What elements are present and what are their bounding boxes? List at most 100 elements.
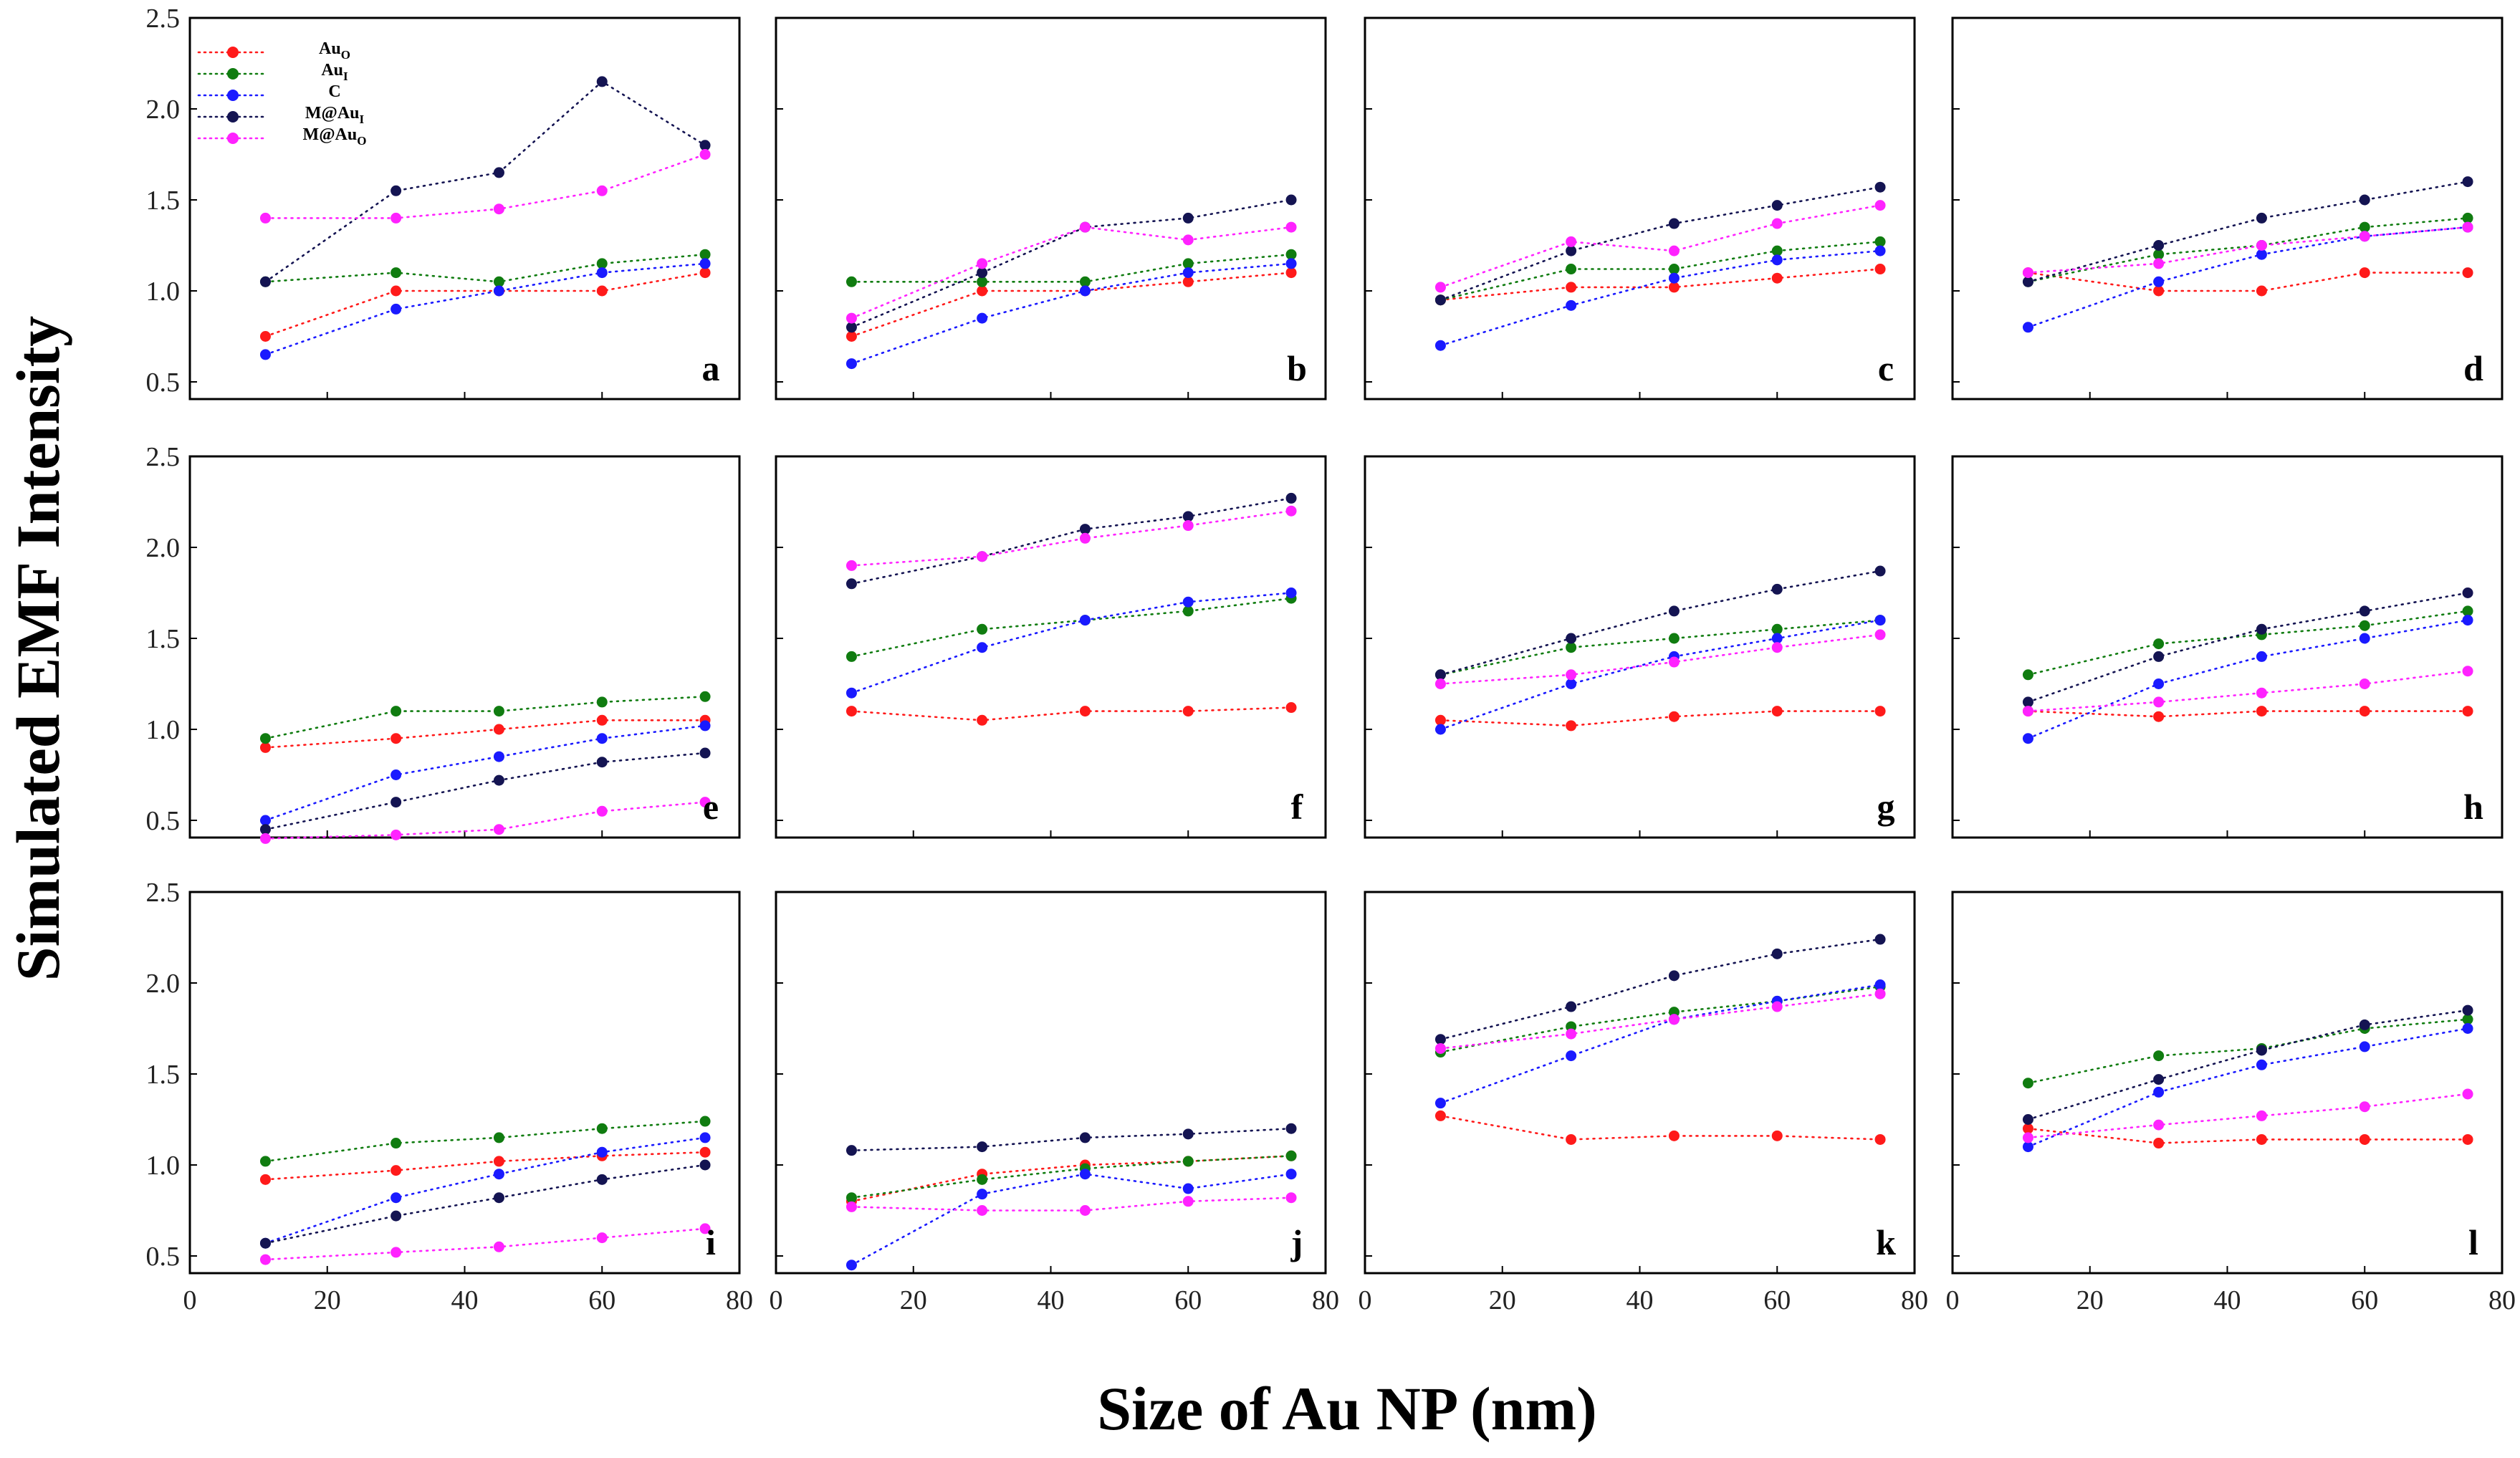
data-point-MAuO	[2256, 687, 2267, 699]
data-point-AuI	[1079, 276, 1091, 287]
data-point-AuO	[699, 267, 711, 279]
data-point-AuO	[2462, 706, 2473, 717]
panel-f: f	[775, 455, 1327, 839]
data-point-AuI	[2153, 1050, 2165, 1062]
data-point-AuO	[1566, 282, 1577, 293]
data-point-AuO	[2359, 1133, 2370, 1145]
data-point-MAuI	[493, 1192, 504, 1204]
data-point-MAuO	[845, 1201, 857, 1212]
x-tick-label: 80	[726, 1285, 753, 1315]
data-point-C	[1079, 285, 1091, 297]
data-point-C	[493, 1169, 504, 1180]
data-point-C	[1182, 596, 1194, 608]
data-point-AuI	[259, 1156, 271, 1167]
data-point-C	[259, 349, 271, 360]
data-point-AuI	[1182, 1156, 1194, 1167]
panel-d: d	[1951, 16, 2504, 401]
data-point-AuI	[596, 696, 608, 708]
series-line-AuO	[851, 272, 1293, 337]
y-tick-label: 1.0	[146, 277, 181, 307]
data-point-AuO	[2256, 285, 2267, 297]
data-point-AuI	[259, 733, 271, 744]
data-point-C	[2462, 1023, 2473, 1034]
data-point-AuO	[2462, 267, 2473, 279]
data-point-MAuI	[1285, 194, 1297, 206]
data-point-AuI	[1874, 236, 1886, 247]
data-point-AuO	[845, 331, 857, 342]
data-point-MAuO	[2022, 267, 2033, 279]
series-line-MAuI	[1439, 938, 1882, 1040]
series-line-AuO	[1439, 1115, 1882, 1141]
data-point-MAuI	[699, 140, 711, 151]
data-point-AuO	[977, 714, 988, 726]
data-point-MAuI	[1874, 565, 1886, 577]
data-point-MAuI	[2462, 1004, 2473, 1016]
y-tick-label: 2.0	[146, 533, 181, 563]
data-point-MAuI	[2022, 696, 2033, 708]
data-point-MAuI	[1285, 492, 1297, 504]
data-point-MAuO	[1182, 520, 1194, 532]
data-point-AuO	[1874, 1133, 1886, 1145]
series-line-MAuI	[2027, 181, 2469, 283]
legend-marker-AuO	[227, 47, 239, 58]
data-point-MAuO	[977, 1205, 988, 1216]
series-line-C	[2027, 1027, 2469, 1148]
data-point-C	[2022, 322, 2033, 333]
data-point-MAuI	[391, 797, 402, 808]
data-point-AuO	[1874, 706, 1886, 717]
series-line-C	[2027, 619, 2469, 739]
data-point-MAuI	[2359, 1019, 2370, 1030]
data-point-MAuO	[1668, 656, 1680, 668]
panel-frame	[1951, 891, 2504, 1275]
data-point-AuO	[391, 733, 402, 744]
data-point-MAuO	[2359, 231, 2370, 242]
panel-h: h	[1951, 455, 2504, 839]
series-line-AuO	[2027, 272, 2469, 292]
data-point-AuO	[596, 285, 608, 297]
x-tick-label: 40	[1038, 1285, 1065, 1315]
data-point-AuI	[493, 706, 504, 717]
panel-label: k	[1876, 1222, 1896, 1262]
data-point-AuI	[596, 258, 608, 269]
data-point-C	[2359, 1041, 2370, 1052]
data-point-AuI	[2022, 669, 2033, 681]
panel-label: d	[2463, 348, 2483, 388]
data-point-MAuO	[1668, 1014, 1680, 1025]
data-point-C	[2462, 615, 2473, 626]
data-point-MAuO	[2462, 221, 2473, 233]
legend-marker-MAuI	[227, 111, 239, 123]
panel-e: 0.5 1.0 1.5 2.0 2.5 e	[146, 442, 741, 844]
x-tick-label: 40	[1626, 1285, 1654, 1315]
data-point-C	[845, 1260, 857, 1271]
data-point-C	[391, 769, 402, 780]
series-line-MAuI	[1439, 570, 1882, 676]
data-point-AuI	[1668, 633, 1680, 644]
data-point-MAuI	[1182, 1128, 1194, 1140]
x-tick-label: 20	[1489, 1285, 1516, 1315]
panel-frame	[1951, 455, 2504, 839]
panel-label: j	[1290, 1222, 1303, 1262]
data-point-MAuO	[596, 185, 608, 196]
data-point-AuO	[2256, 706, 2267, 717]
x-tick-label: 0	[1946, 1285, 1960, 1315]
data-point-AuI	[1771, 245, 1783, 256]
data-point-MAuO	[1566, 236, 1577, 247]
data-point-MAuO	[493, 824, 504, 835]
data-point-AuI	[391, 267, 402, 279]
data-point-C	[493, 285, 504, 297]
data-point-MAuO	[2022, 1132, 2033, 1143]
data-point-C	[596, 1146, 608, 1158]
x-tick-label: 60	[2351, 1285, 2378, 1315]
data-point-AuO	[845, 706, 857, 717]
data-point-MAuO	[1771, 642, 1783, 653]
data-point-MAuI	[493, 167, 504, 178]
series-line-MAuO	[851, 509, 1293, 567]
data-point-C	[1182, 1183, 1194, 1194]
data-point-MAuI	[1182, 212, 1194, 224]
data-point-AuI	[1771, 623, 1783, 635]
data-point-AuO	[2153, 711, 2165, 722]
data-point-MAuO	[2153, 258, 2165, 269]
data-point-MAuI	[699, 747, 711, 759]
data-point-AuI	[493, 276, 504, 287]
data-point-MAuO	[2256, 240, 2267, 251]
